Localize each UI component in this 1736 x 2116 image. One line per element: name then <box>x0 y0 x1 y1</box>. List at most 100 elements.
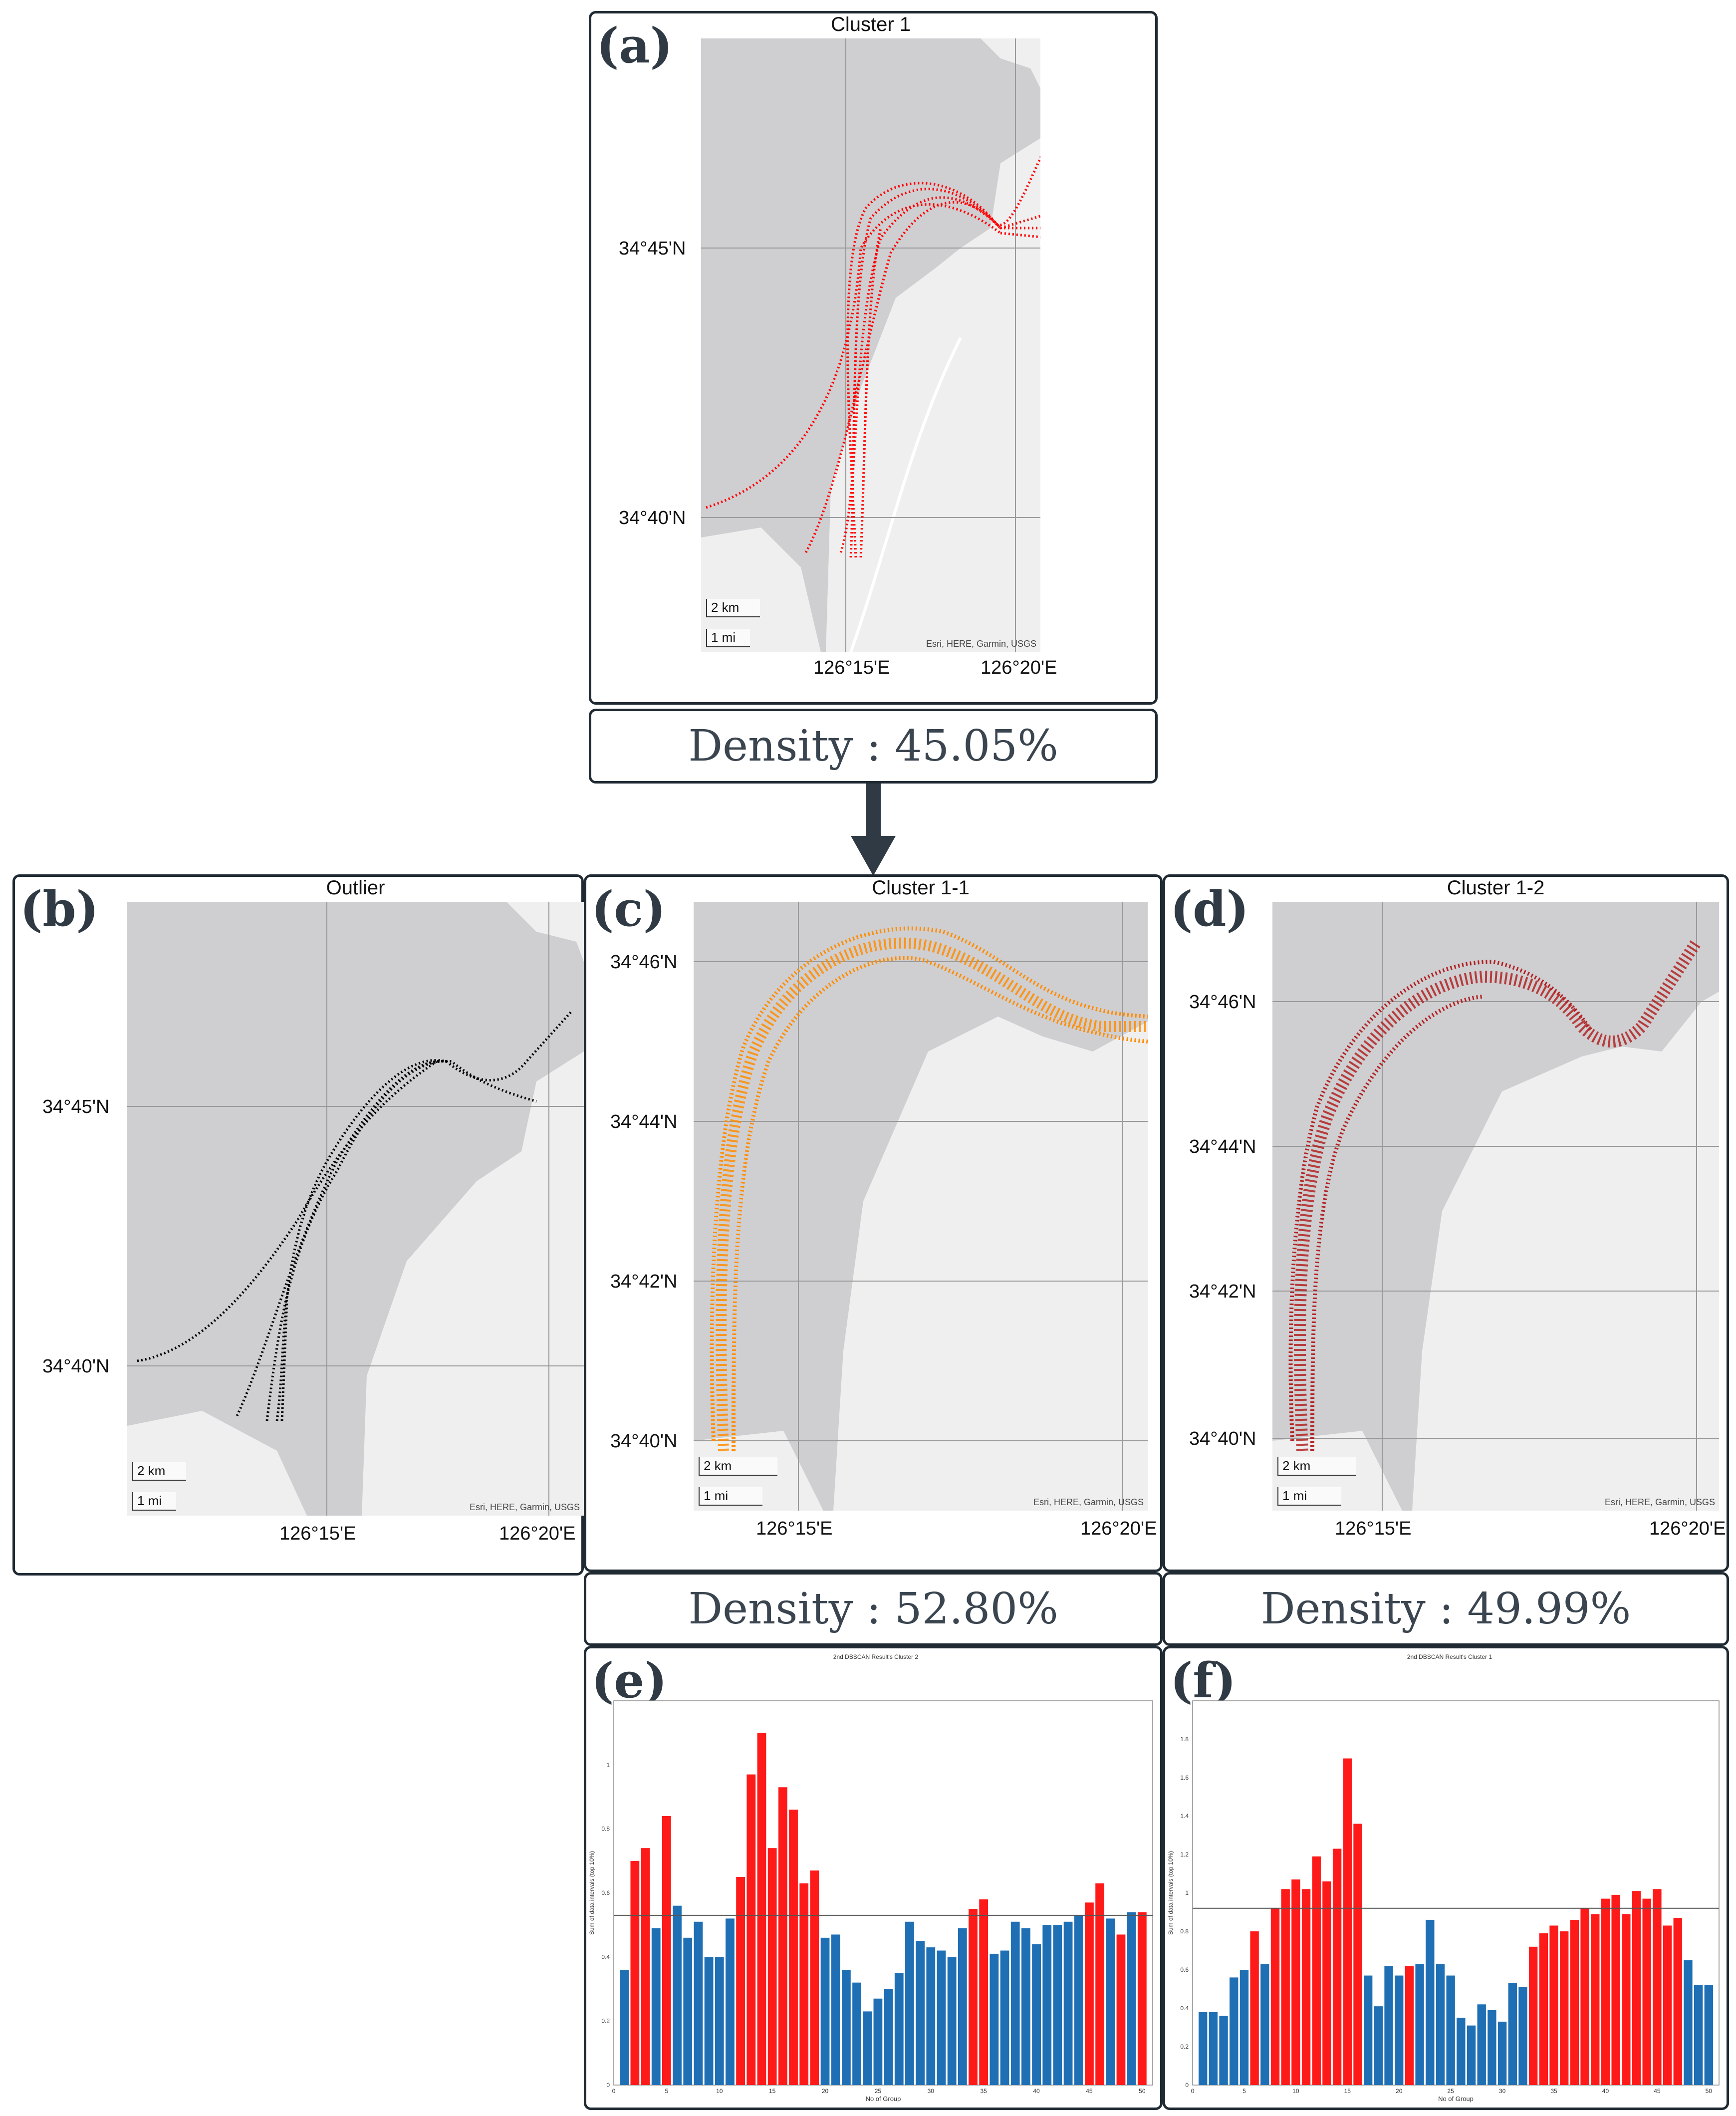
bar <box>1622 1914 1631 2085</box>
x-tick-label: 0 <box>1191 2088 1195 2095</box>
panel-a-letter: (a) <box>596 17 673 74</box>
x-axis-label: No of Group <box>1438 2095 1474 2103</box>
y-tick-label: 0 <box>606 2082 610 2089</box>
bar <box>651 1928 661 2085</box>
bar <box>969 1909 978 2085</box>
x-tick-label: 15 <box>1344 2088 1351 2095</box>
x-tick-label: 20 <box>822 2088 829 2095</box>
bar <box>1580 1908 1589 2085</box>
bar <box>863 2011 872 2085</box>
bar <box>1363 1975 1373 2085</box>
panel-c-lat-label: 34°44'N <box>610 1111 678 1132</box>
panel-d-lat-label: 34°40'N <box>1189 1428 1256 1449</box>
bar <box>1230 1977 1239 2085</box>
bar <box>1642 1898 1651 2085</box>
bar <box>1032 1944 1041 2085</box>
panel-c-map-graphic <box>694 902 1148 1511</box>
x-tick-label: 5 <box>665 2088 669 2095</box>
plot-area <box>1192 1700 1720 2086</box>
y-tick-label: 0.4 <box>1180 2005 1189 2012</box>
bar <box>1694 1985 1703 2085</box>
chart-e-title: 2nd DBSCAN Result's Cluster 2 <box>833 1653 919 1660</box>
panel-b-lon-label: 126°20'E <box>499 1523 576 1544</box>
bar <box>1384 1966 1393 2085</box>
bar <box>1127 1912 1136 2085</box>
y-tick-label: 0 <box>1185 2082 1189 2089</box>
bar <box>683 1937 693 2085</box>
panel-c-lon-label: 126°15'E <box>756 1518 833 1539</box>
panel-a-track <box>706 155 1040 558</box>
bar <box>979 1899 989 2085</box>
y-tick-label: 0.8 <box>601 1826 610 1833</box>
bar <box>1260 1964 1269 2085</box>
x-tick-label: 5 <box>1242 2088 1246 2095</box>
bar <box>1405 1966 1414 2085</box>
plot-area <box>613 1700 1153 2086</box>
bar <box>841 1970 851 2085</box>
panel-c-lon-label: 126°20'E <box>1080 1518 1157 1539</box>
bar <box>778 1787 787 2085</box>
bar <box>1198 2012 1208 2085</box>
panel-d-title: Cluster 1-2 <box>1447 877 1545 899</box>
density-c: Density : 52.80% <box>584 1572 1163 1646</box>
bar <box>1053 1925 1062 2085</box>
panel-c-map: 2 km 1 mi Esri, HERE, Garmin, USGS <box>694 902 1148 1511</box>
chart-f-letter: (f) <box>1170 1652 1237 1709</box>
panel-b-map-graphic <box>127 902 584 1516</box>
bar <box>1291 1879 1300 2085</box>
x-tick-label: 30 <box>1499 2088 1506 2095</box>
bar <box>1653 1889 1662 2085</box>
bar <box>831 1934 840 2085</box>
x-tick-label: 15 <box>769 2088 776 2095</box>
bar <box>1549 1925 1558 2085</box>
x-tick-label: 10 <box>716 2088 723 2095</box>
bar <box>1281 1889 1290 2085</box>
bar <box>704 1957 714 2085</box>
bar <box>630 1860 640 2085</box>
bar <box>641 1848 650 2085</box>
panel-d-lon-label: 126°15'E <box>1335 1518 1412 1539</box>
y-tick-label: 1 <box>1185 1889 1189 1896</box>
x-axis-label: No of Group <box>866 2095 901 2103</box>
panel-c-title: Cluster 1-1 <box>872 877 970 899</box>
panel-d-attribution: Esri, HERE, Garmin, USGS <box>1604 1497 1715 1507</box>
bar <box>820 1937 830 2085</box>
bar <box>852 1982 861 2085</box>
panel-a-frame: (a) Cluster 1 2 km 1 mi Esri, HERE, Garm <box>589 11 1158 705</box>
panel-a-title: Cluster 1 <box>830 13 911 35</box>
panel-b-letter: (b) <box>20 881 99 937</box>
x-tick-label: 25 <box>1447 2088 1454 2095</box>
panel-b-lat-label: 34°45'N <box>42 1096 110 1117</box>
panel-d-scale-km: 2 km <box>1277 1457 1356 1476</box>
bar <box>1343 1758 1352 2085</box>
y-tick-label: 0.2 <box>1180 2043 1189 2050</box>
bar <box>620 1970 629 2085</box>
bar <box>767 1848 777 2085</box>
bar <box>1518 1987 1527 2085</box>
panel-a-scale-mi: 1 mi <box>706 629 750 647</box>
y-tick-label: 1.8 <box>1180 1736 1189 1743</box>
bar <box>1312 1856 1321 2085</box>
y-tick-label: 1.4 <box>1180 1813 1189 1820</box>
panel-c-scale-mi: 1 mi <box>699 1487 762 1506</box>
panel-b-map: 2 km 1 mi Esri, HERE, Garmin, USGS <box>127 902 584 1516</box>
panel-a-lon-label: 126°15'E <box>813 657 890 678</box>
chart-e-letter: (e) <box>591 1652 667 1709</box>
bar <box>1611 1894 1620 2085</box>
x-tick-label: 35 <box>980 2088 987 2095</box>
panel-d-lat-label: 34°42'N <box>1189 1281 1256 1302</box>
bar <box>1116 1934 1126 2085</box>
bar <box>1673 1918 1682 2085</box>
bar <box>1332 1849 1342 2085</box>
bar <box>1426 1919 1435 2085</box>
bar <box>1467 2025 1476 2085</box>
down-arrow-icon <box>851 784 896 876</box>
bar <box>1074 1915 1083 2085</box>
bar <box>1219 2016 1228 2085</box>
panel-a-map: 2 km 1 mi Esri, HERE, Garmin, USGS <box>701 38 1040 652</box>
bar <box>926 1947 936 2085</box>
panel-a-lat-label: 34°45'N <box>619 238 686 259</box>
bar <box>1209 2012 1218 2085</box>
panel-d-lat-label: 34°44'N <box>1189 1136 1256 1157</box>
